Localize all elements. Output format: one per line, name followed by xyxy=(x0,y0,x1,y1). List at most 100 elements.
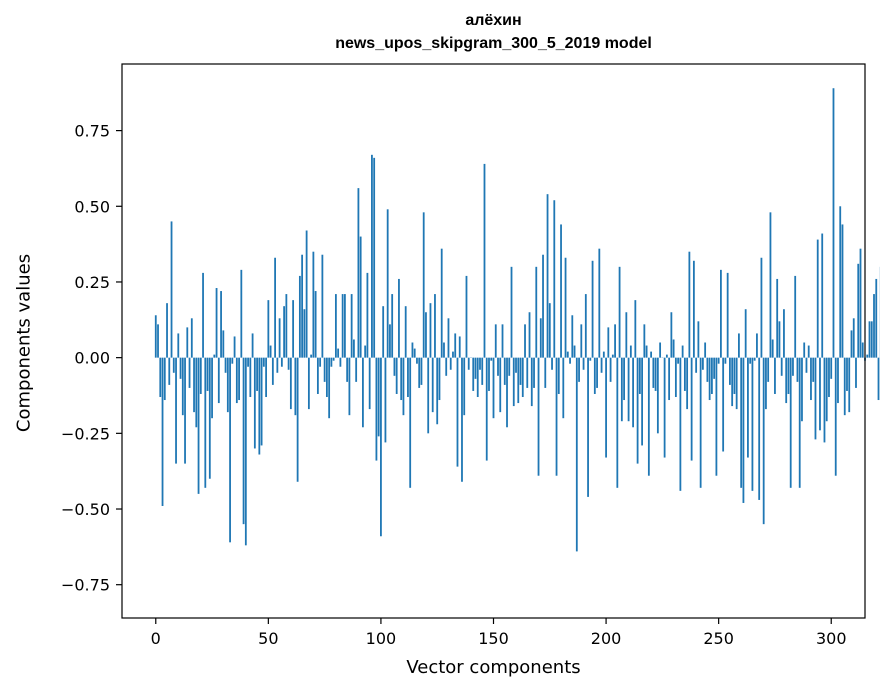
bar-317 xyxy=(868,321,871,358)
bar-61 xyxy=(292,300,295,358)
bar-12 xyxy=(181,357,184,416)
bar-263 xyxy=(747,357,749,458)
bar-43 xyxy=(251,333,254,358)
bar-117 xyxy=(418,357,421,388)
bar-130 xyxy=(447,318,450,358)
bar-218 xyxy=(645,345,648,358)
bar-126 xyxy=(438,357,441,401)
bar-28 xyxy=(217,357,220,404)
bar-90 xyxy=(357,188,360,358)
bar-102 xyxy=(384,357,387,443)
bar-118 xyxy=(420,357,423,385)
y-axis-ticks: −0.75 −0.50 −0.25 0.00 0.25 0.50 0.75 xyxy=(61,122,122,595)
bar-142 xyxy=(474,357,477,379)
bar-312 xyxy=(857,263,860,358)
x-tick-label: 0 xyxy=(151,629,161,648)
bar-290 xyxy=(807,345,810,358)
bar-95 xyxy=(368,357,371,410)
bar-272 xyxy=(767,357,770,382)
bar-11 xyxy=(179,357,182,379)
bar-106 xyxy=(393,357,396,376)
y-tick-label: −0.75 xyxy=(61,576,110,595)
bar-206 xyxy=(618,266,621,358)
bar-101 xyxy=(382,306,385,358)
x-tick-label: 250 xyxy=(703,629,734,648)
plot-frame xyxy=(121,63,866,619)
bar-204 xyxy=(614,324,616,358)
y-tick-label: 0.25 xyxy=(74,273,110,292)
bar-54 xyxy=(276,357,279,373)
bar-69 xyxy=(310,354,313,358)
bar-180 xyxy=(560,224,562,358)
bar-186 xyxy=(573,345,576,358)
bar-3 xyxy=(161,357,164,506)
x-tick-label: 150 xyxy=(478,629,509,648)
bar-27 xyxy=(215,288,218,358)
y-tick-label: 0.75 xyxy=(74,122,110,141)
bar-57 xyxy=(283,306,286,358)
bar-244 xyxy=(704,342,707,358)
bar-195 xyxy=(593,357,596,394)
bar-111 xyxy=(404,306,407,358)
bar-274 xyxy=(771,339,774,358)
bar-224 xyxy=(659,342,662,358)
bars-group xyxy=(154,88,880,552)
bar-269 xyxy=(760,257,763,358)
bar-164 xyxy=(524,324,526,358)
bar-132 xyxy=(452,351,454,358)
bar-77 xyxy=(328,357,331,419)
bar-172 xyxy=(542,254,544,358)
bar-112 xyxy=(407,357,409,398)
x-tick-100: 100 xyxy=(366,618,396,648)
bar-190 xyxy=(582,357,585,370)
bar-265 xyxy=(751,357,754,491)
bar-209 xyxy=(625,312,628,358)
bar-97 xyxy=(373,157,376,358)
bar-44 xyxy=(253,357,256,449)
bar-8 xyxy=(172,357,175,373)
bar-23 xyxy=(206,357,209,391)
x-axis-label: Vector components xyxy=(406,657,581,678)
bar-295 xyxy=(819,357,821,431)
bar-208 xyxy=(623,357,625,401)
bar-7 xyxy=(170,221,173,358)
bar-321 xyxy=(877,357,880,401)
bar-183 xyxy=(566,351,569,358)
bar-221 xyxy=(652,357,655,388)
bar-260 xyxy=(740,357,743,488)
bar-84 xyxy=(344,294,346,358)
bar-92 xyxy=(362,357,364,428)
bar-153 xyxy=(499,357,502,413)
bar-294 xyxy=(816,239,819,358)
bar-307 xyxy=(846,357,848,391)
bar-72 xyxy=(316,357,319,394)
bar-234 xyxy=(681,345,684,358)
bar-86 xyxy=(348,357,351,416)
bar-81 xyxy=(337,348,340,358)
bar-136 xyxy=(461,357,463,482)
bar-29 xyxy=(220,291,222,358)
bar-105 xyxy=(391,294,394,358)
bar-114 xyxy=(411,342,414,358)
bar-13 xyxy=(184,357,186,464)
bar-284 xyxy=(794,275,797,358)
bar-253 xyxy=(724,357,727,364)
bar-281 xyxy=(787,357,790,394)
bar-99 xyxy=(377,357,380,437)
bar-113 xyxy=(409,357,412,488)
bar-231 xyxy=(674,357,677,398)
bar-241 xyxy=(697,321,700,358)
y-tick-label: 0.00 xyxy=(74,349,110,368)
bar-304 xyxy=(839,206,842,358)
bar-292 xyxy=(812,357,815,382)
bar-14 xyxy=(186,327,189,358)
bar-215 xyxy=(638,357,641,394)
bar-230 xyxy=(672,339,675,358)
bar-223 xyxy=(656,357,659,434)
bar-63 xyxy=(296,357,299,482)
bar-214 xyxy=(636,357,639,464)
bar-152 xyxy=(497,357,499,376)
bar-261 xyxy=(742,357,745,503)
bar-58 xyxy=(285,294,288,358)
